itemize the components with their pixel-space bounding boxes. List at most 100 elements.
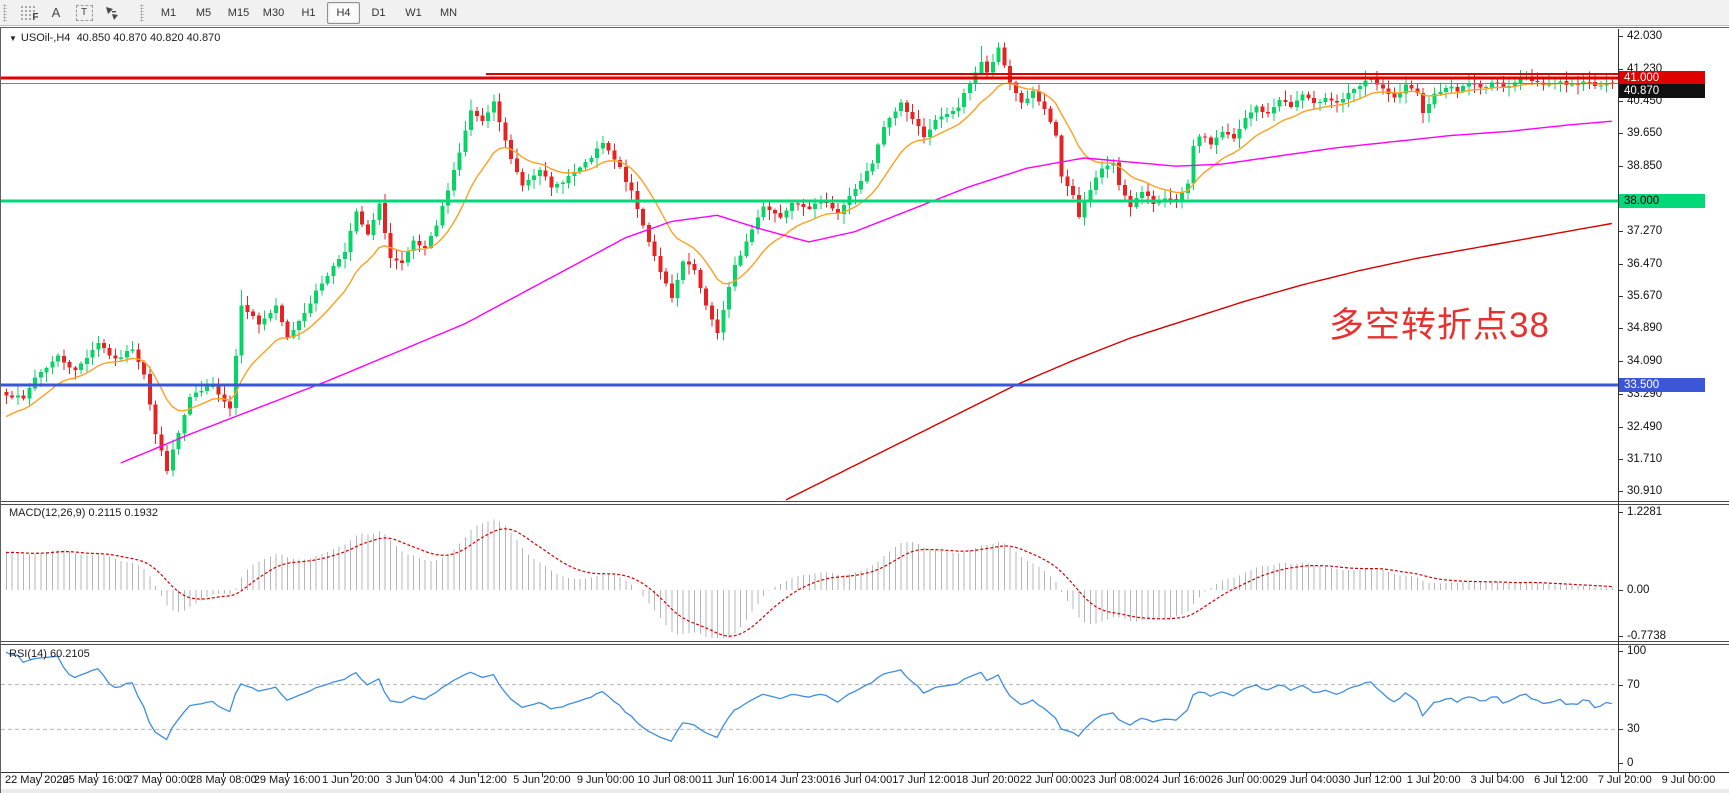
time-tick: [1306, 772, 1307, 777]
label-icon: T: [75, 4, 93, 21]
macd-axis-label: 1.2281: [1627, 506, 1663, 518]
timeframe-button-m5[interactable]: M5: [195, 6, 212, 19]
price-tick-label: 34.890: [1627, 322, 1663, 335]
rsi-axis-tick: [1618, 684, 1623, 686]
rsi-pane-canvas[interactable]: [1, 645, 1618, 772]
macd-axis-tick: [1618, 512, 1623, 513]
macd-indicator-label: MACD(12,26,9) 0.2115 0.1932: [9, 507, 159, 519]
macd-values: 0.2115 0.1932: [88, 507, 159, 519]
price-tick: [1618, 100, 1623, 102]
price-tick: [1618, 458, 1623, 460]
time-tick: [415, 772, 416, 777]
time-tick-label: 4 Jun 12:00: [449, 774, 507, 786]
time-tick: [1689, 772, 1690, 777]
time-tick: [860, 772, 861, 777]
time-tick-label: 22 Jun 00:00: [1019, 774, 1084, 786]
rsi-line: [5, 651, 1612, 742]
rsi-axis-label: 30: [1627, 723, 1640, 736]
label-tool-button[interactable]: T: [72, 3, 96, 23]
timeframe-button-mn[interactable]: MN: [439, 6, 458, 19]
macd-signal-line: [5, 528, 1612, 637]
time-tick: [287, 772, 288, 777]
macd-axis-tick: [1618, 590, 1623, 591]
fibonacci-icon: F: [19, 5, 39, 23]
ma-fast-line[interactable]: [5, 82, 1612, 418]
toolbar-grip-2[interactable]: [140, 3, 144, 22]
timeframe-button-m15[interactable]: M15: [227, 6, 250, 19]
toolbar-grip[interactable]: [3, 3, 7, 22]
price-tick: [1618, 328, 1623, 330]
pane-separator[interactable]: [1, 641, 1729, 642]
timeframe-button-m1[interactable]: M1: [160, 6, 177, 19]
main-chart-canvas[interactable]: [1, 29, 1618, 502]
time-tick-label: 6 Jul 12:00: [1534, 774, 1588, 786]
time-tick-label: 26 Jun 00:00: [1210, 774, 1275, 786]
pane-separator[interactable]: [1, 501, 1729, 502]
time-tick-label: 10 Jun 08:00: [637, 774, 702, 786]
timeframe-button-d1[interactable]: D1: [371, 6, 386, 19]
time-tick: [1243, 772, 1244, 777]
rsi-axis-tick: [1618, 763, 1623, 764]
arrows-tool-button[interactable]: [100, 3, 124, 23]
time-tick: [733, 772, 734, 777]
timeframe-button-m30[interactable]: M30: [262, 6, 285, 19]
time-tick-label: 17 Jun 12:00: [892, 774, 956, 786]
time-tick-label: 29 Jun 04:00: [1274, 774, 1339, 786]
chart-title: ▼ USOil-,H4 40.850 40.870 40.820 40.870: [9, 32, 220, 44]
time-tick: [41, 772, 42, 777]
price-tick-label: 34.090: [1627, 355, 1663, 368]
timeframe-button-h4[interactable]: H4: [327, 1, 360, 24]
price-tick-label: 31.710: [1627, 452, 1663, 465]
price-badge-33.500: 33.500: [1619, 378, 1705, 393]
text-icon: A: [51, 5, 61, 20]
time-tick: [797, 772, 798, 777]
time-tick-label: 3 Jul 04:00: [1470, 774, 1525, 786]
time-tick: [542, 772, 543, 777]
price-tick-label: 30.910: [1627, 485, 1663, 498]
rsi-value: 60.2105: [49, 648, 90, 660]
time-tick: [96, 772, 97, 777]
price-tick-label: 42.030: [1627, 30, 1663, 42]
time-tick-label: 14 Jun 23:00: [764, 774, 829, 786]
pane-separator[interactable]: [1, 504, 1729, 505]
macd-axis-label: 0.00: [1627, 584, 1650, 596]
macd-axis-label: -0.7738: [1627, 630, 1667, 642]
price-badge-40.870: 40.870: [1619, 84, 1705, 99]
price-tick: [1618, 230, 1623, 232]
time-tick-label: 23 Jun 08:00: [1083, 774, 1147, 786]
toolbar: F A T M1 M5 M15 M30 H1 H4 D1 W1 MN: [0, 0, 1729, 26]
time-tick-label: 18 Jun 20:00: [955, 774, 1020, 786]
price-tick: [1618, 393, 1623, 395]
price-axis-line: [1618, 29, 1619, 772]
price-badge-38.000: 38.000: [1619, 193, 1705, 208]
time-tick: [924, 772, 925, 777]
ma-slow-line[interactable]: [785, 222, 1612, 501]
price-tick: [1618, 426, 1623, 428]
time-tick: [988, 772, 989, 777]
time-tick-label: 30 Jun 12:00: [1338, 774, 1402, 786]
rsi-axis-tick: [1618, 729, 1623, 731]
macd-axis-tick: [1618, 636, 1623, 637]
time-tick: [669, 772, 670, 777]
symbol-period-label: USOil-,H4: [20, 32, 71, 44]
time-tick-label: 1 Jul 20:00: [1406, 774, 1461, 786]
ma-mid-line[interactable]: [120, 120, 1612, 464]
fibonacci-tool-button[interactable]: F: [16, 3, 40, 23]
time-tick-label: 9 Jul 00:00: [1661, 774, 1716, 786]
time-tick: [1370, 772, 1371, 777]
time-tick-label: 25 May 16:00: [62, 774, 130, 786]
price-tick: [1618, 36, 1623, 37]
text-tool-button[interactable]: A: [44, 3, 68, 23]
rsi-indicator-label: RSI(14) 60.2105: [9, 648, 90, 660]
time-tick: [160, 772, 161, 777]
price-badge-41.000: 41.000: [1619, 71, 1705, 86]
timeframe-button-h1[interactable]: H1: [301, 6, 316, 19]
chevron-down-icon[interactable]: ▼: [9, 34, 17, 43]
time-tick: [1497, 772, 1498, 777]
time-tick-label: 29 May 16:00: [253, 774, 321, 786]
pane-separator[interactable]: [1, 644, 1729, 645]
macd-pane-canvas[interactable]: [1, 505, 1618, 641]
price-tick-label: 38.850: [1627, 160, 1663, 173]
chart-window: 42.030 41.230 40.450 39.650 38.850 37.270 36.4…: [0, 27, 1729, 793]
timeframe-button-w1[interactable]: W1: [405, 6, 422, 19]
